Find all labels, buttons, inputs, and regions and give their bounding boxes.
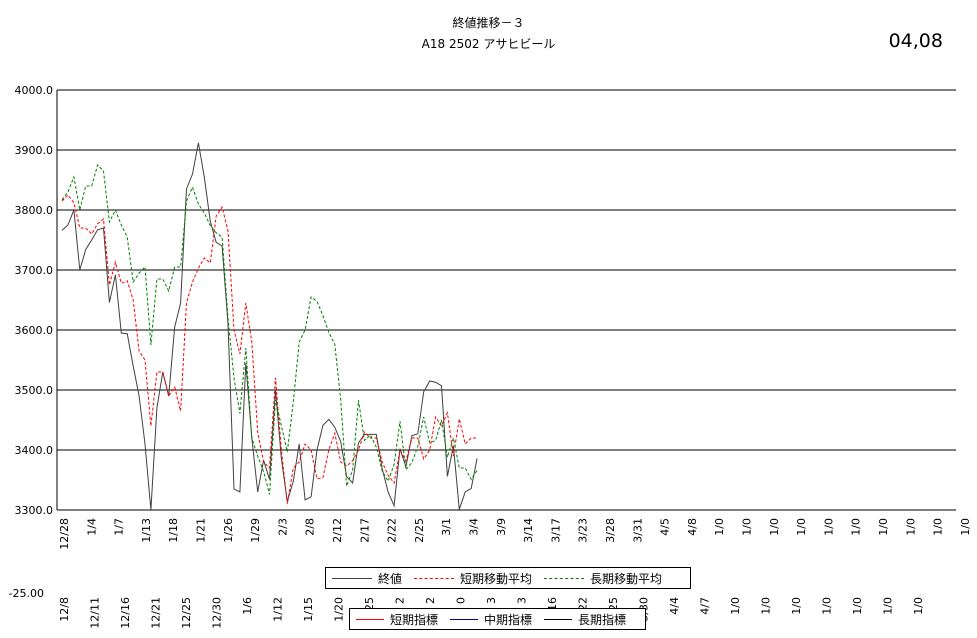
lower-x-tick-label: 4/4 — [668, 597, 681, 615]
lower-x-tick-label: 12/8 — [58, 597, 71, 622]
legend-swatch — [414, 577, 455, 579]
x-tick-label: 2/25 — [413, 518, 426, 543]
y-tick-label: 3800.0 — [15, 204, 54, 217]
x-tick-label: 1/0 — [741, 518, 754, 536]
y-tick-label: 3700.0 — [15, 264, 54, 277]
legend-item: 短期移動平均 — [414, 570, 532, 587]
lower-x-tick-label: 1/15 — [302, 597, 315, 622]
legend-swatch — [450, 618, 479, 620]
x-tick-label: 4/8 — [686, 518, 699, 536]
y-tick-label: 4000.0 — [15, 84, 54, 97]
y-tick-label: 3600.0 — [15, 324, 54, 337]
series-line-1 — [61, 142, 478, 511]
x-tick-label: 2/22 — [386, 518, 399, 543]
x-tick-label: 1/0 — [877, 518, 890, 536]
lower-x-tick-label: 1/0 — [760, 597, 773, 615]
legend-swatch — [544, 618, 573, 620]
x-tick-label: 2/3 — [276, 518, 289, 536]
series-line-3 — [61, 164, 478, 495]
legend-label: 短期移動平均 — [460, 571, 533, 586]
chart-subtitle: A18 2502 アサヒビール — [421, 37, 556, 51]
lower-x-tick-label: 1/0 — [790, 597, 803, 615]
lower-x-tick-label: 1/0 — [851, 597, 864, 615]
legend-label: 短期指標 — [390, 612, 439, 627]
x-tick-label: 3/4 — [468, 518, 481, 536]
legend-label: 終値 — [378, 571, 403, 586]
x-tick-label: 3/23 — [577, 518, 590, 543]
lower-x-tick-label: 1/0 — [882, 597, 895, 615]
x-tick-label: 2/17 — [358, 518, 371, 543]
x-tick-label: 3/17 — [549, 518, 562, 543]
x-tick-label: 1/4 — [85, 518, 98, 536]
lower-x-tick-label: 12/21 — [150, 597, 163, 629]
x-tick-label: 12/28 — [58, 518, 71, 550]
lower-x-tick-label: 1/12 — [272, 597, 285, 622]
y-tick-label: 3400.0 — [15, 444, 54, 457]
x-tick-label: 1/0 — [795, 518, 808, 536]
legend-swatch — [544, 577, 585, 579]
legend-item: 長期移動平均 — [544, 570, 662, 587]
lower-x-tick-label: 2 — [424, 597, 437, 604]
lower-x-tick-label: 0 — [455, 597, 468, 604]
date-code: 04,08 — [888, 30, 943, 52]
lower-x-tick-label: 3 — [485, 597, 498, 604]
lower-x-tick-label: 1/0 — [729, 597, 742, 615]
legend-swatch — [356, 618, 384, 620]
lower-axis-tick-label: -25.00 — [9, 587, 44, 600]
legend-swatch — [332, 577, 372, 579]
x-tick-label: 1/0 — [768, 518, 781, 536]
chart-title: 終値推移－３ — [452, 16, 525, 30]
lower-x-tick-label: 2 — [394, 597, 407, 604]
lower-x-tick-label: 12/11 — [89, 597, 102, 629]
x-tick-label: 1/29 — [249, 518, 262, 543]
x-tick-label: 3/14 — [522, 518, 535, 543]
lower-x-tick-label: 1/0 — [912, 597, 925, 615]
y-tick-label: 3900.0 — [15, 144, 54, 157]
x-tick-label: 1/13 — [140, 518, 153, 543]
lower-x-tick-label: 1/6 — [241, 597, 254, 615]
x-tick-label: 3/1 — [440, 518, 453, 536]
legend-label: 長期移動平均 — [590, 571, 663, 586]
x-tick-label: 4/5 — [659, 518, 672, 536]
x-tick-label: 1/0 — [904, 518, 917, 536]
x-tick-label: 1/7 — [113, 518, 126, 536]
legend-bottom: 短期指標 中期指標 長期指標 — [349, 608, 646, 630]
lower-x-tick-label: 1/0 — [821, 597, 834, 615]
x-tick-label: 1/0 — [713, 518, 726, 536]
x-tick-label: 2/8 — [304, 518, 317, 536]
legend-label: 中期指標 — [484, 612, 533, 627]
lower-x-tick-label: 12/25 — [180, 597, 193, 629]
x-tick-label: 1/18 — [167, 518, 180, 543]
x-tick-label: 1/0 — [850, 518, 863, 536]
x-tick-label: 1/26 — [222, 518, 235, 543]
series-line-2 — [61, 194, 478, 505]
x-tick-label: 1/0 — [822, 518, 835, 536]
lower-x-tick-label: 3 — [516, 597, 529, 604]
y-tick-label: 3300.0 — [15, 504, 54, 517]
x-tick-label: 1/0 — [959, 518, 972, 536]
legend-item: 終値 — [332, 570, 402, 587]
x-tick-label: 3/31 — [631, 518, 644, 543]
x-tick-label: 1/0 — [932, 518, 945, 536]
lower-x-tick-label: 1/20 — [333, 597, 346, 622]
legend-item: 中期指標 — [450, 611, 532, 628]
x-tick-label: 3/28 — [604, 518, 617, 543]
y-tick-label: 3500.0 — [15, 384, 54, 397]
lower-x-tick-label: 4/7 — [699, 597, 712, 615]
x-tick-label: 3/9 — [495, 518, 508, 536]
legend-label: 長期指標 — [578, 612, 627, 627]
legend-item: 長期指標 — [544, 611, 626, 628]
legend-item: 短期指標 — [356, 611, 438, 628]
legend-top: 終値 短期移動平均 長期移動平均 — [325, 567, 691, 589]
lower-x-tick-label: 12/16 — [119, 597, 132, 629]
x-tick-label: 1/21 — [195, 518, 208, 543]
lower-x-tick-label: 12/30 — [211, 597, 224, 629]
x-tick-label: 2/12 — [331, 518, 344, 543]
